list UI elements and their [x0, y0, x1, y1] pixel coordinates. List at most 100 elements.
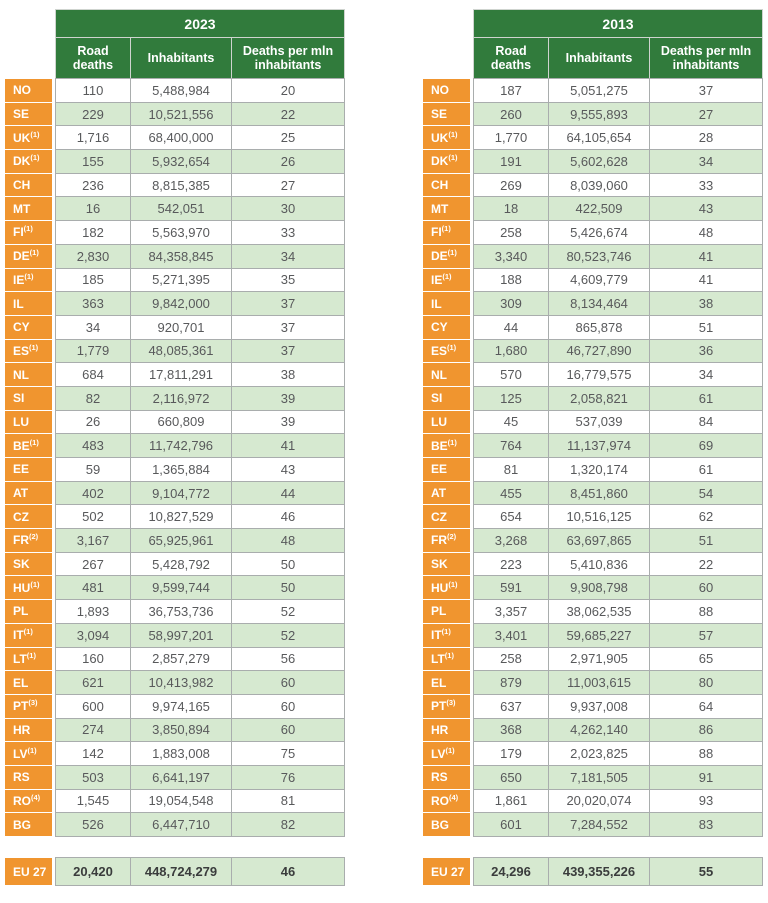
rate-cell: 76: [232, 765, 344, 789]
inhabitants-cell: 1,365,884: [131, 458, 231, 481]
country-code: SK: [431, 557, 448, 572]
country-cell: DK(1): [5, 150, 52, 173]
country-code: CY: [431, 320, 448, 335]
country-code: DE(1): [431, 248, 457, 264]
total-rate-cell: 55: [650, 858, 762, 885]
note-superscript: (3): [446, 698, 456, 708]
inhabitants-cell: 10,827,529: [131, 505, 231, 529]
note-superscript: (1): [441, 627, 451, 637]
inhabitants-cell: 9,104,772: [131, 481, 231, 505]
inhabitants-cell: 38,062,535: [549, 600, 649, 623]
country-code: SI: [431, 391, 443, 406]
inhabitants-cell: 5,488,984: [131, 79, 231, 102]
total-road-deaths-cell: 24,296: [474, 858, 548, 885]
rate-cell: 33: [232, 221, 344, 244]
country-cell: IE(1): [423, 268, 470, 292]
road-deaths-cell: 188: [474, 268, 548, 292]
country-code: NL: [431, 367, 447, 382]
road-deaths-cell: 637: [474, 694, 548, 718]
country-cell: LT(1): [5, 647, 52, 671]
rate-cell: 48: [650, 221, 762, 244]
year-header-2023: 2023: [56, 10, 344, 37]
road-deaths-cell: 1,861: [474, 789, 548, 813]
inhabitants-cell: 68,400,000: [131, 126, 231, 150]
table-2013-grid: 2013 Road deaths Inhabitants Deaths per …: [423, 10, 762, 836]
country-code: CY: [13, 320, 30, 335]
country-code: IE(1): [431, 271, 452, 287]
country-code: SE: [13, 107, 30, 122]
country-code: IT(1): [431, 627, 451, 643]
inhabitants-cell: 9,974,165: [131, 694, 231, 718]
road-deaths-cell: 3,401: [474, 623, 548, 647]
country-code: SK: [13, 557, 30, 572]
rate-cell: 64: [650, 694, 762, 718]
inhabitants-cell: 1,883,008: [131, 742, 231, 765]
note-superscript: (1): [445, 745, 455, 755]
country-cell: EL: [423, 671, 470, 694]
rate-cell: 50: [232, 552, 344, 576]
col-header-inhabitants: Inhabitants: [131, 38, 231, 78]
rate-cell: 20: [232, 79, 344, 102]
country-cell: CZ: [5, 505, 52, 529]
road-deaths-cell: 260: [474, 102, 548, 126]
note-superscript: (1): [30, 579, 40, 589]
country-code: MT: [431, 201, 449, 216]
country-cell: ES(1): [5, 339, 52, 363]
note-superscript: (1): [447, 342, 457, 352]
country-code: HU(1): [13, 579, 40, 595]
country-cell: EE: [423, 458, 470, 481]
total-row-2013: EU 27 24,296 439,355,226 55: [423, 858, 762, 885]
country-code: PT(3): [13, 698, 38, 714]
rate-cell: 34: [232, 244, 344, 268]
inhabitants-cell: 1,320,174: [549, 458, 649, 481]
road-deaths-cell: 879: [474, 671, 548, 694]
country-code: HR: [431, 722, 449, 737]
rate-cell: 88: [650, 600, 762, 623]
road-deaths-cell: 481: [56, 576, 130, 600]
road-deaths-cell: 179: [474, 742, 548, 765]
col-header-road-deaths: Road deaths: [56, 38, 130, 78]
inhabitants-cell: 11,137,974: [549, 434, 649, 457]
country-cell: PT(3): [423, 694, 470, 718]
road-deaths-cell: 236: [56, 173, 130, 197]
country-code: UK(1): [431, 129, 458, 145]
country-code: BE(1): [431, 437, 457, 453]
note-superscript: (4): [31, 792, 41, 802]
country-cell: SE: [5, 102, 52, 126]
rate-cell: 61: [650, 458, 762, 481]
country-code: CZ: [431, 509, 447, 524]
road-deaths-cell: 160: [56, 647, 130, 671]
country-cell: PL: [5, 600, 52, 623]
note-superscript: (1): [29, 342, 39, 352]
note-superscript: (4): [449, 792, 459, 802]
rate-cell: 62: [650, 505, 762, 529]
country-cell: SI: [5, 386, 52, 410]
road-deaths-cell: 650: [474, 765, 548, 789]
country-code: PT(3): [431, 698, 456, 714]
country-code: AT: [431, 486, 447, 501]
country-cell: RS: [423, 765, 470, 789]
inhabitants-cell: 920,701: [131, 315, 231, 339]
inhabitants-cell: 5,426,674: [549, 221, 649, 244]
inhabitants-cell: 46,727,890: [549, 339, 649, 363]
table-2023: 2023 Road deaths Inhabitants Deaths per …: [5, 10, 344, 885]
country-cell: UK(1): [423, 126, 470, 150]
country-code: FR(2): [13, 532, 39, 548]
road-deaths-cell: 82: [56, 386, 130, 410]
road-deaths-cell: 764: [474, 434, 548, 457]
road-deaths-cell: 368: [474, 718, 548, 742]
country-cell: IT(1): [5, 623, 52, 647]
rate-cell: 46: [232, 505, 344, 529]
note-superscript: (1): [448, 579, 458, 589]
rate-cell: 26: [232, 150, 344, 173]
country-code: SI: [13, 391, 25, 406]
total-inhabitants-cell: 448,724,279: [131, 858, 231, 885]
country-cell: BE(1): [423, 434, 470, 457]
col-header-road-deaths: Road deaths: [474, 38, 548, 78]
rate-cell: 48: [232, 529, 344, 552]
rate-cell: 39: [232, 410, 344, 434]
rate-cell: 51: [650, 529, 762, 552]
inhabitants-cell: 20,020,074: [549, 789, 649, 813]
inhabitants-cell: 36,753,736: [131, 600, 231, 623]
country-cell: DK(1): [423, 150, 470, 173]
